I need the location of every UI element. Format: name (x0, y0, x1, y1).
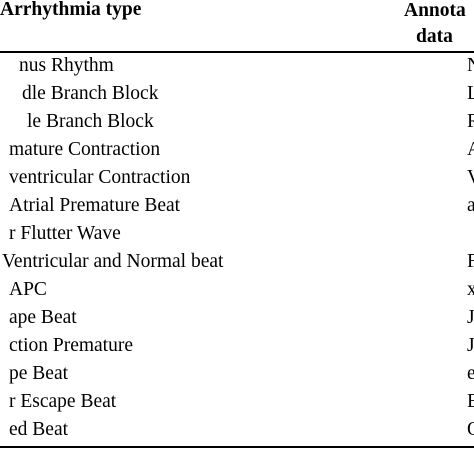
header-arrhythmia-type: Arrhythmia type (0, 0, 142, 20)
row-label: nus Rhythm (19, 55, 114, 76)
row-code: A (467, 136, 474, 164)
table-row: dle Branch Block L (0, 80, 474, 108)
table-row: nus Rhythm N (0, 52, 474, 80)
row-code: V (467, 164, 474, 192)
row-code: R (467, 111, 474, 132)
row-code: E (467, 391, 474, 412)
row-label: Atrial Premature Beat (9, 195, 181, 216)
row-code: L (467, 83, 474, 104)
row-label: ventricular Contraction (9, 167, 191, 188)
row-code: a (467, 195, 474, 216)
row-code: J (467, 335, 474, 356)
header-annotation-line2: data (416, 26, 453, 47)
row-label: APC (9, 279, 47, 300)
row-code: F (467, 251, 474, 272)
table-row: ction Premature J (0, 332, 474, 360)
row-label: Ventricular and Normal beat (2, 251, 224, 272)
row-label: r Flutter Wave (9, 223, 121, 244)
table-row: Atrial Premature Beat a (0, 192, 474, 220)
table-bottom-divider (0, 446, 474, 448)
row-label: pe Beat (9, 363, 69, 384)
table-row: r Escape Beat E (0, 388, 474, 416)
row-label: r Escape Beat (9, 391, 117, 412)
row-code: Q (467, 416, 474, 444)
row-label: ed Beat (9, 419, 69, 440)
header-divider (0, 51, 474, 53)
header-annotation-line1: Annota (404, 0, 466, 21)
row-code: x (467, 279, 474, 300)
table-row: ed Beat Q (0, 416, 474, 444)
row-code: N (467, 52, 474, 80)
table-row: mature Contraction A (0, 136, 474, 164)
row-label: ction Premature (9, 335, 133, 356)
table-row: r Flutter Wave (0, 220, 474, 248)
table-row: Ventricular and Normal beat F (0, 248, 474, 276)
row-label: le Branch Block (27, 111, 154, 132)
row-code: J (467, 307, 474, 328)
table-row: pe Beat e (0, 360, 474, 388)
table-row: APC x (0, 276, 474, 304)
table-row: ventricular Contraction V (0, 164, 474, 192)
row-label: ape Beat (9, 307, 77, 328)
row-code: e (467, 363, 474, 384)
table-row: ape Beat J (0, 304, 474, 332)
row-label: dle Branch Block (22, 83, 159, 104)
row-label: mature Contraction (9, 139, 161, 160)
table-row: le Branch Block R (0, 108, 474, 136)
